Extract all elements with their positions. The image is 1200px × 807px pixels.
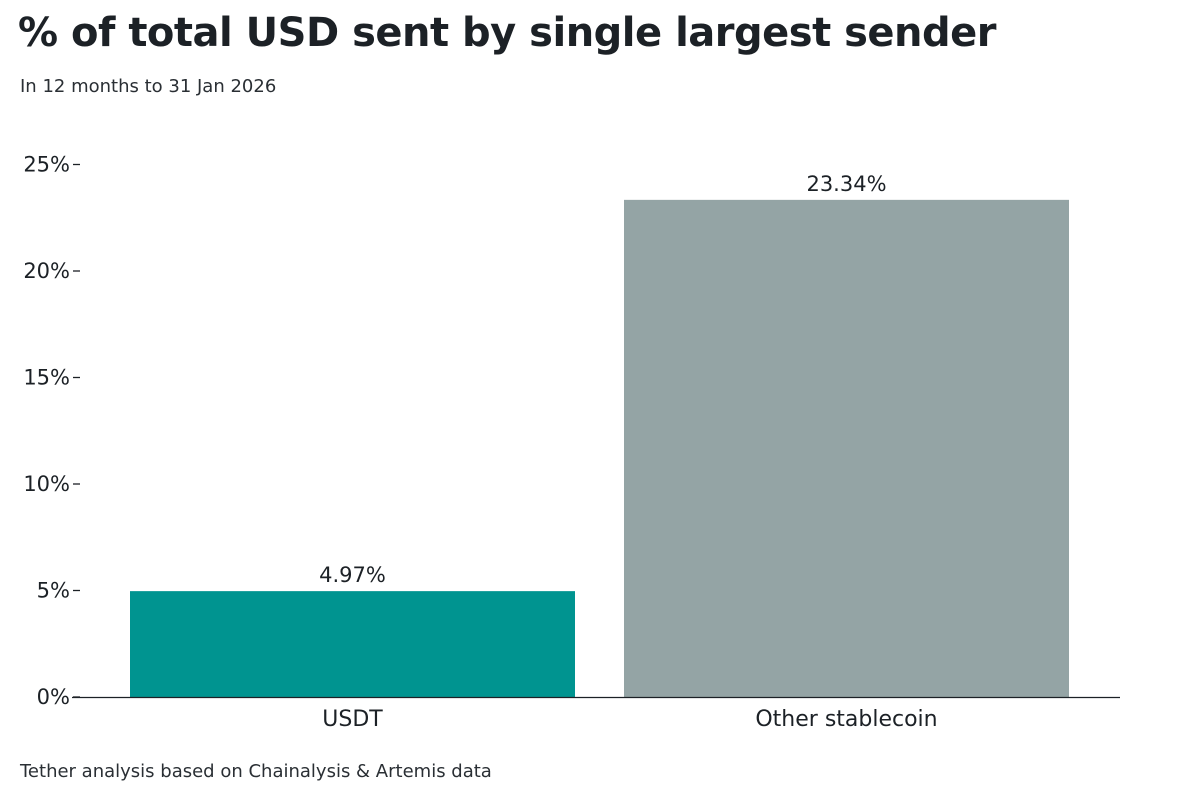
y-tick-label: 0% (37, 685, 70, 709)
bars: 4.97% 23.34% (130, 172, 1069, 697)
y-tick-label: 5% (37, 579, 70, 603)
y-tick-label: 25% (23, 153, 70, 177)
chart-title: % of total USD sent by single largest se… (18, 10, 997, 56)
source-note: Tether analysis based on Chainalysis & A… (20, 761, 492, 782)
bar-1 (624, 199, 1069, 697)
y-tick-label: 10% (23, 472, 70, 496)
bar-data-label: 4.97% (319, 563, 386, 587)
x-category-label: Other stablecoin (755, 707, 937, 732)
x-axis: USDT Other stablecoin (72, 696, 1120, 732)
y-tick-label: 20% (23, 259, 70, 283)
x-category-label: USDT (322, 707, 383, 732)
chart-subtitle: In 12 months to 31 Jan 2026 (20, 76, 277, 97)
bar-data-label: 23.34% (806, 172, 886, 196)
y-tick-label: 15% (23, 366, 70, 390)
y-axis: 0% 5% 10% 15% 20% 25% (23, 153, 80, 709)
bar-0 (130, 591, 575, 697)
